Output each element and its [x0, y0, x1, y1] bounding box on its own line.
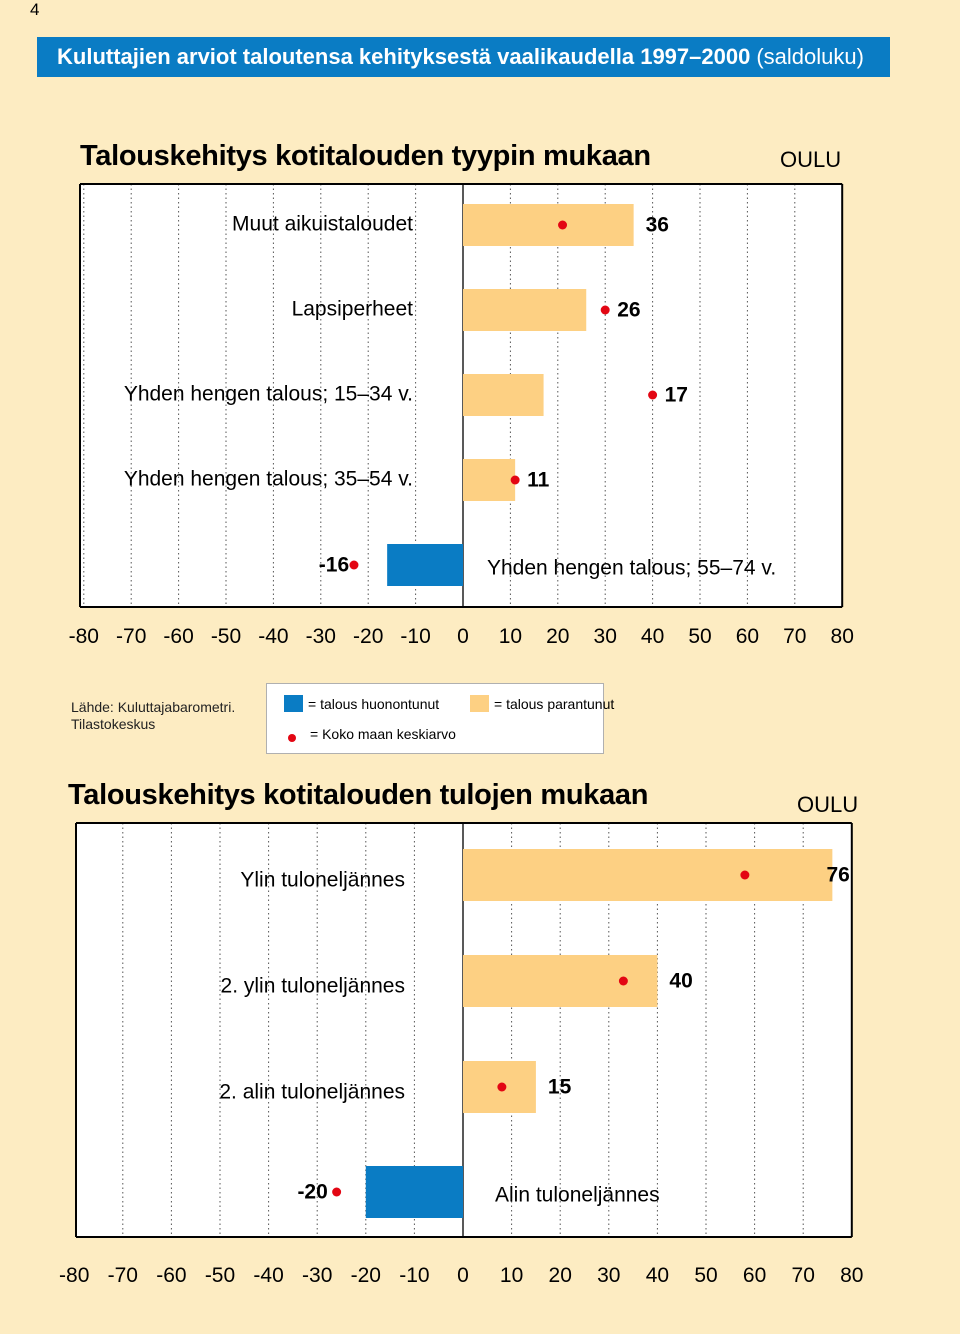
bar: [463, 459, 516, 501]
x-tick-label: 20: [549, 1264, 572, 1287]
legend-item-dot: = Koko maan keskiarvo: [286, 726, 456, 742]
data-label: 17: [665, 384, 688, 407]
x-tick-label: 10: [500, 1264, 523, 1287]
data-label: 76: [826, 864, 849, 887]
x-tick-label: -20: [353, 625, 383, 648]
source-line-1: Lähde: Kuluttajabarometri.: [71, 699, 236, 715]
source-note: Lähde: Kuluttajabarometri. Tilastokeskus: [71, 699, 235, 733]
x-tick-label: -80: [59, 1264, 89, 1287]
national-average-dot: [648, 390, 658, 400]
header-bar: Kuluttajien arviot taloutensa kehitykses…: [37, 37, 890, 77]
x-tick-label: -70: [108, 1264, 138, 1287]
header-subtitle: (saldoluku): [756, 44, 864, 69]
bar: [365, 1166, 463, 1218]
category-label: Alin tuloneljännes: [495, 1184, 660, 1207]
bar: [463, 289, 587, 331]
x-tick-label: -30: [302, 1264, 332, 1287]
chart2-region: OULU: [797, 792, 859, 817]
header-title: Kuluttajien arviot taloutensa kehitykses…: [57, 44, 751, 69]
national-average-dot: [349, 560, 359, 570]
x-tick-label: 40: [646, 1264, 669, 1287]
x-tick-label: -60: [163, 625, 193, 648]
bar: [463, 955, 658, 1007]
data-label: 36: [646, 214, 669, 237]
category-label: 2. ylin tuloneljännes: [221, 975, 405, 998]
category-label: Ylin tuloneljännes: [240, 869, 405, 892]
category-label: Yhden hengen talous; 15–34 v.: [124, 383, 413, 406]
x-tick-label: -40: [253, 1264, 283, 1287]
bar: [463, 374, 544, 416]
legend-swatch-positive: [470, 695, 489, 712]
x-tick-label: -30: [306, 625, 336, 648]
chart1-svg: Muut aikuistaloudet 36 Lapsiperheet 26 Yhden…: [69, 183, 854, 648]
chart1-title: Talouskehitys kotitalouden tyypin mukaan: [80, 140, 651, 172]
legend-dot-icon: [288, 734, 296, 742]
national-average-dot: [497, 1082, 507, 1092]
x-tick-label: 50: [688, 625, 711, 648]
national-average-dot: [618, 976, 628, 986]
national-average-dot: [558, 220, 568, 230]
x-tick-label: 0: [457, 625, 469, 648]
x-tick-label: -80: [69, 625, 99, 648]
x-tick-label: -50: [205, 1264, 235, 1287]
data-label: -20: [297, 1181, 327, 1204]
legend-label-negative: = talous huonontunut: [308, 695, 440, 712]
x-tick-label: 70: [783, 625, 806, 648]
x-tick-label: 20: [546, 625, 569, 648]
category-label: Lapsiperheet: [292, 298, 414, 321]
category-label: Muut aikuistaloudet: [232, 213, 413, 236]
x-tick-label: 50: [694, 1264, 717, 1287]
data-label: 15: [548, 1076, 572, 1099]
bar: [387, 544, 463, 586]
legend-item-positive: = talous parantunut: [470, 695, 614, 712]
legend-label-positive: = talous parantunut: [494, 695, 615, 712]
category-label: Yhden hengen talous; 55–74 v.: [487, 557, 776, 580]
x-tick-label: -40: [258, 625, 288, 648]
x-tick-label: -10: [399, 1264, 429, 1287]
national-average-dot: [600, 305, 610, 315]
data-label: 40: [669, 970, 692, 993]
bar: [463, 849, 833, 901]
x-tick-label: -70: [116, 625, 146, 648]
x-tick-label: -60: [156, 1264, 186, 1287]
chart1-panel: [80, 184, 843, 607]
x-tick-label: 30: [594, 625, 617, 648]
legend-swatch-negative: [284, 695, 303, 712]
data-label: 11: [527, 469, 550, 492]
bar: [463, 204, 634, 246]
x-tick-label: 10: [499, 625, 522, 648]
national-average-dot: [740, 870, 750, 880]
x-tick-label: 80: [831, 625, 854, 648]
x-tick-label: 80: [840, 1264, 863, 1287]
source-line-2: Tilastokeskus: [71, 716, 156, 732]
x-tick-label: 60: [736, 625, 759, 648]
x-tick-label: 40: [641, 625, 664, 648]
legend-label-dot: = Koko maan keskiarvo: [310, 726, 456, 742]
national-average-dot: [510, 475, 520, 485]
category-label: Yhden hengen talous; 35–54 v.: [124, 468, 413, 491]
legend: = talous huonontunut = talous parantunut…: [266, 683, 614, 754]
legend-item-negative: = talous huonontunut: [284, 695, 439, 712]
x-tick-label: 30: [597, 1264, 620, 1287]
national-average-dot: [332, 1187, 342, 1197]
x-tick-label: -50: [211, 625, 241, 648]
category-label: 2. alin tuloneljännes: [219, 1081, 405, 1104]
page-number: 4: [30, 0, 40, 19]
chart2-title: Talouskehitys kotitalouden tulojen mukaa…: [68, 779, 649, 811]
x-tick-label: 60: [743, 1264, 766, 1287]
x-tick-label: -20: [351, 1264, 381, 1287]
x-tick-label: 0: [457, 1264, 469, 1287]
x-tick-label: -10: [400, 625, 430, 648]
data-label: 26: [617, 299, 640, 322]
x-tick-label: 70: [792, 1264, 815, 1287]
chart1-region: OULU: [780, 147, 842, 172]
data-label: -16: [319, 554, 349, 577]
